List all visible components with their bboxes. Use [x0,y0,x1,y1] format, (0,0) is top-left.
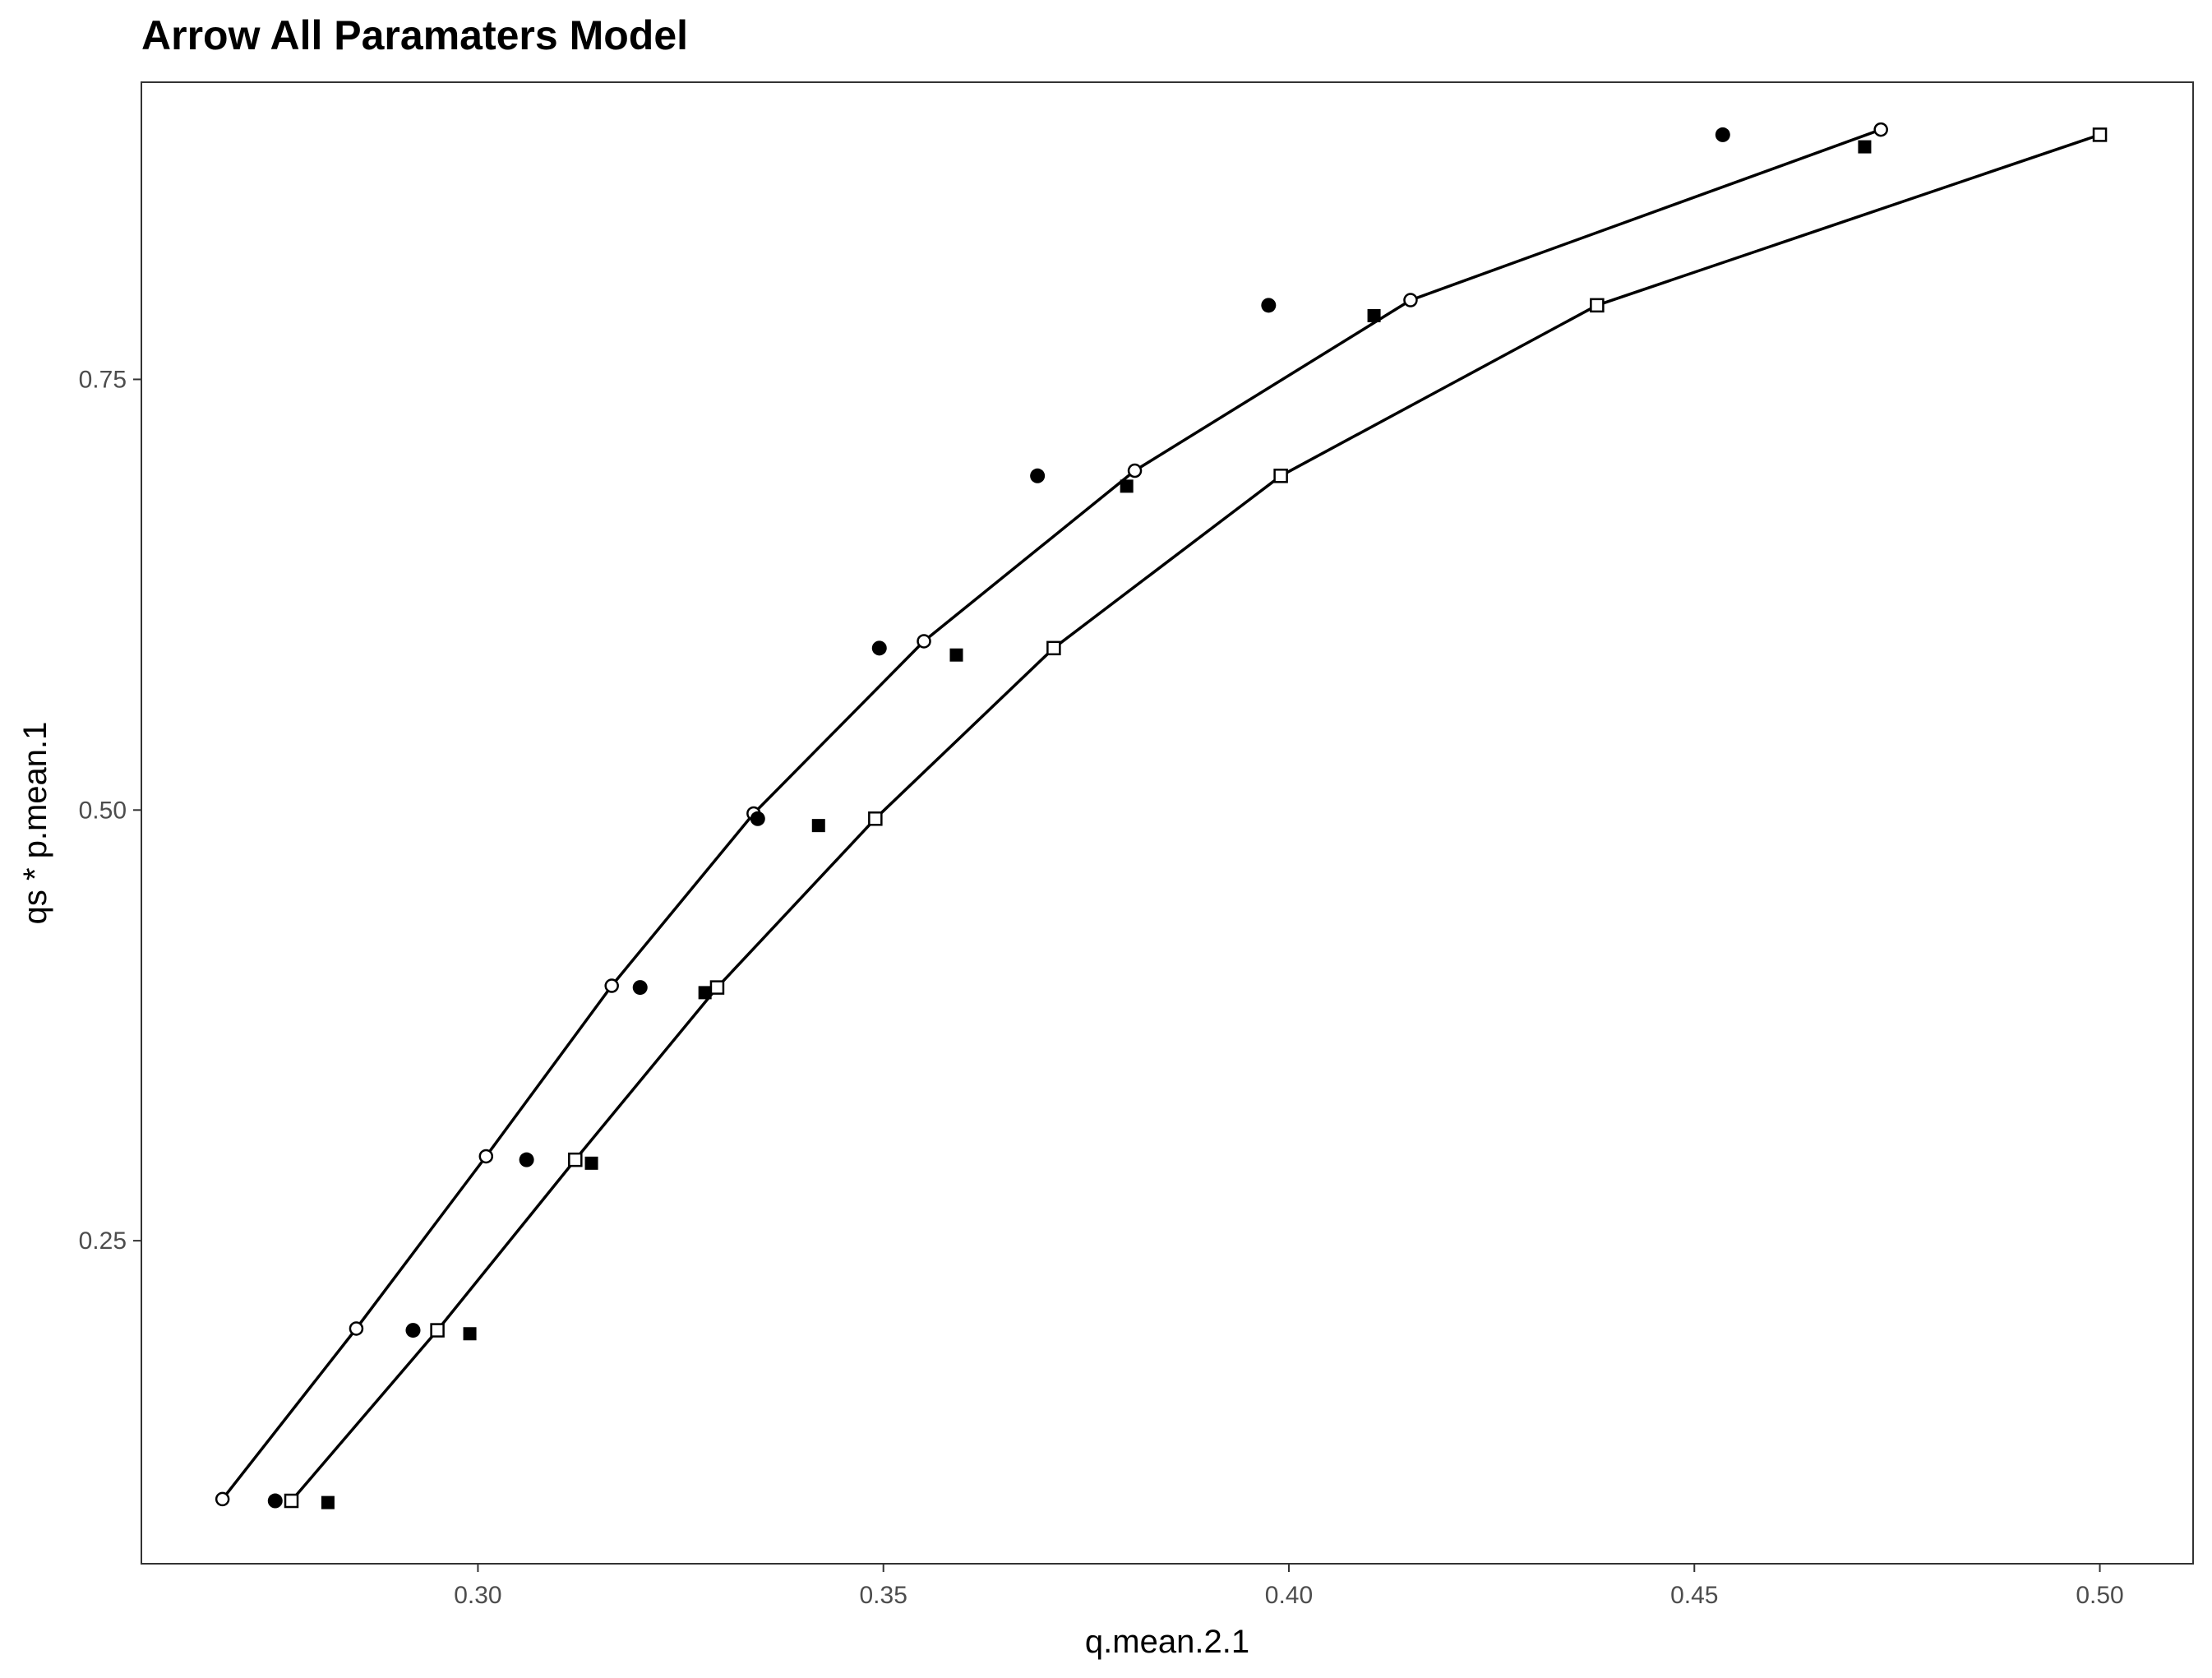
data-point [284,1493,299,1509]
data-point [1120,479,1134,493]
data-point [750,811,765,826]
data-point [1590,298,1605,313]
x-tick-label: 0.30 [454,1582,501,1609]
series-1 [215,122,1888,1507]
data-point [215,1491,230,1507]
y-tick-label: 0.50 [79,797,127,824]
series-3 [267,127,1730,1509]
data-point [949,648,963,662]
data-point [1030,468,1046,483]
data-point [604,978,619,993]
data-point [478,1149,494,1164]
x-axis: 0.30 0.35 0.40 0.45 0.50 [454,1564,2124,1609]
data-point [1367,308,1381,322]
data-point [871,640,887,656]
chart-title: Arrow All Paramaters Model [141,12,688,58]
data-point [267,1493,283,1509]
data-point [321,1495,335,1509]
data-point [709,980,725,995]
x-tick-label: 0.45 [1670,1582,1718,1609]
data-point [519,1152,534,1167]
x-tick-label: 0.40 [1265,1582,1313,1609]
data-point [698,986,712,1000]
data-point [811,819,825,833]
x-tick-label: 0.50 [2076,1582,2123,1609]
series-2 [284,127,2108,1509]
data-point [463,1327,477,1341]
data-point [430,1323,445,1338]
data-point [917,634,931,649]
y-tick-label: 0.75 [79,366,127,393]
data-point [1261,298,1277,313]
y-axis-title: qs * p.mean.1 [17,722,53,925]
data-point [405,1323,421,1338]
data-point [1715,127,1730,142]
data-point [349,1321,364,1336]
data-point [1127,463,1143,478]
x-axis-title: q.mean.2.1 [1085,1624,1249,1660]
y-axis: 0.25 0.50 0.75 [79,366,141,1255]
x-tick-label: 0.35 [860,1582,907,1609]
data-point [868,811,883,826]
series-line [290,133,2101,1502]
series-layer [215,122,2108,1509]
series-4 [321,140,1872,1509]
data-point [632,980,648,996]
data-point [568,1152,583,1167]
data-point [1873,122,1888,137]
data-point [584,1156,598,1170]
series-line [221,127,1882,1500]
data-point [1273,469,1288,483]
data-point [2092,127,2108,142]
data-point [1403,293,1418,307]
plot-panel-border [141,81,2194,1565]
data-point [1046,640,1061,656]
data-point [1858,140,1872,154]
y-tick-label: 0.25 [79,1227,127,1255]
